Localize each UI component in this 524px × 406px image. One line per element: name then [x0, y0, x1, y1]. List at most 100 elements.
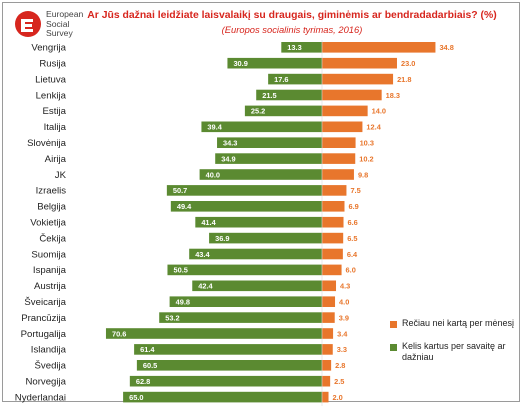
category-label-4: Estija	[43, 106, 67, 117]
category-label-10: Belgija	[37, 202, 66, 213]
value-label-right-21: 2.5	[334, 377, 344, 386]
value-label-left-15: 42.4	[198, 282, 213, 291]
bar-left-1	[227, 57, 322, 69]
category-label-3: Lenkija	[36, 90, 67, 101]
bar-right-22	[322, 391, 329, 403]
bar-right-10	[322, 201, 345, 212]
category-label-1: Rusija	[39, 59, 66, 70]
bar-right-17	[322, 312, 335, 323]
bar-left-6	[217, 137, 322, 148]
value-label-left-5: 39.4	[207, 123, 222, 132]
value-label-right-20: 2.8	[335, 361, 345, 370]
bar-left-11	[195, 216, 322, 228]
value-label-right-7: 10.2	[359, 154, 373, 163]
value-label-right-13: 6.4	[347, 250, 358, 259]
bar-right-9	[322, 185, 347, 196]
bar-right-18	[322, 328, 334, 339]
bar-right-2	[322, 73, 394, 85]
value-label-right-10: 6.9	[348, 202, 358, 211]
value-label-left-3: 21.5	[262, 91, 276, 100]
value-label-left-9: 50.7	[173, 186, 187, 195]
bar-left-21	[129, 375, 322, 387]
legend-label-green: Kelis kartus per savaitę ar dažniau	[402, 341, 506, 362]
bar-left-18	[105, 328, 323, 339]
value-label-right-17: 3.9	[339, 313, 349, 322]
value-label-left-14: 50.5	[173, 266, 187, 275]
bar-left-22	[123, 391, 322, 403]
value-label-left-6: 34.3	[223, 139, 237, 148]
legend-item-orange: Rečiau nei kartą per mėnesį	[390, 318, 515, 329]
category-label-8: JK	[55, 170, 67, 181]
value-label-right-22: 2.0	[333, 393, 343, 402]
value-label-left-10: 49.4	[177, 202, 192, 211]
category-label-21: Norvegija	[25, 377, 66, 388]
value-label-left-1: 30.9	[233, 59, 247, 68]
bar-right-0	[322, 42, 436, 53]
category-label-20: Švedija	[35, 361, 67, 372]
category-label-19: Islandija	[31, 345, 67, 356]
category-label-6: Slovėnija	[27, 138, 67, 149]
bar-left-8	[199, 169, 322, 180]
bar-left-20	[136, 360, 322, 371]
value-label-right-15: 4.3	[340, 282, 350, 291]
bar-right-12	[322, 232, 344, 244]
bar-right-8	[322, 169, 354, 180]
category-label-11: Vokietija	[30, 218, 66, 229]
legend-item-green: Kelis kartus per savaitę ar dažniau	[390, 341, 515, 363]
value-label-right-11: 6.6	[348, 218, 358, 227]
category-label-12: Čekija	[39, 233, 66, 244]
bar-left-7	[215, 153, 322, 164]
legend-swatch-green	[390, 344, 397, 351]
category-label-16: Šveicarija	[24, 297, 66, 308]
value-label-right-2: 21.8	[397, 75, 411, 84]
value-label-right-14: 6.0	[346, 266, 356, 275]
bar-right-21	[322, 375, 331, 387]
chart-subtitle: (Europos socialinis tyrimas, 2016)	[221, 24, 363, 35]
bar-left-13	[189, 248, 322, 260]
bar-left-17	[159, 312, 322, 323]
category-label-14: Ispanija	[33, 265, 67, 276]
value-label-left-8: 40.0	[206, 170, 220, 179]
ess-logo-icon	[15, 11, 41, 37]
logo-line-2: Social	[46, 18, 70, 29]
bar-left-4	[244, 105, 322, 117]
bar-right-7	[322, 153, 356, 164]
value-label-right-0: 34.8	[439, 43, 453, 52]
value-label-left-22: 65.0	[129, 393, 143, 402]
legend-swatch-orange	[390, 321, 397, 328]
value-label-left-11: 41.4	[201, 218, 216, 227]
value-label-left-7: 34.9	[221, 154, 235, 163]
value-label-left-12: 36.9	[215, 234, 229, 243]
bar-right-19	[322, 344, 333, 355]
bar-left-14	[167, 264, 322, 276]
bar-left-3	[256, 89, 322, 101]
category-label-2: Lietuva	[35, 74, 67, 85]
value-label-left-2: 17.6	[274, 75, 288, 84]
bar-left-2	[268, 73, 322, 85]
legend: Rečiau nei kartą per mėnesį Kelis kartus…	[390, 318, 515, 375]
bar-right-11	[322, 216, 344, 228]
value-label-left-0: 13.3	[287, 43, 301, 52]
category-label-9: Izraelis	[36, 186, 67, 197]
bar-right-16	[322, 296, 336, 307]
bar-right-3	[322, 89, 382, 101]
logo-text: European Social Survey	[46, 9, 83, 39]
chart-title: Ar Jūs dažnai leidžiate laisvalaikį su d…	[87, 10, 497, 21]
bar-right-15	[322, 280, 337, 292]
category-label-13: Suomija	[31, 249, 66, 260]
value-label-left-17: 53.2	[165, 313, 179, 322]
bar-left-5	[201, 121, 322, 133]
logo-line-3: Survey	[46, 28, 73, 38]
value-label-right-12: 6.5	[347, 234, 357, 243]
value-label-left-16: 49.8	[176, 298, 190, 307]
bar-left-16	[169, 296, 322, 307]
value-label-right-3: 18.3	[386, 91, 400, 100]
legend-label-orange: Rečiau nei kartą per mėnesį	[402, 318, 515, 328]
category-label-5: Italija	[44, 122, 67, 133]
value-label-left-13: 43.4	[195, 250, 210, 259]
value-label-left-19: 61.4	[140, 345, 155, 354]
category-label-15: Austrija	[34, 281, 67, 292]
ess-logo: European Social Survey	[14, 8, 104, 42]
bar-left-9	[166, 185, 322, 196]
value-label-right-19: 3.3	[337, 345, 347, 354]
